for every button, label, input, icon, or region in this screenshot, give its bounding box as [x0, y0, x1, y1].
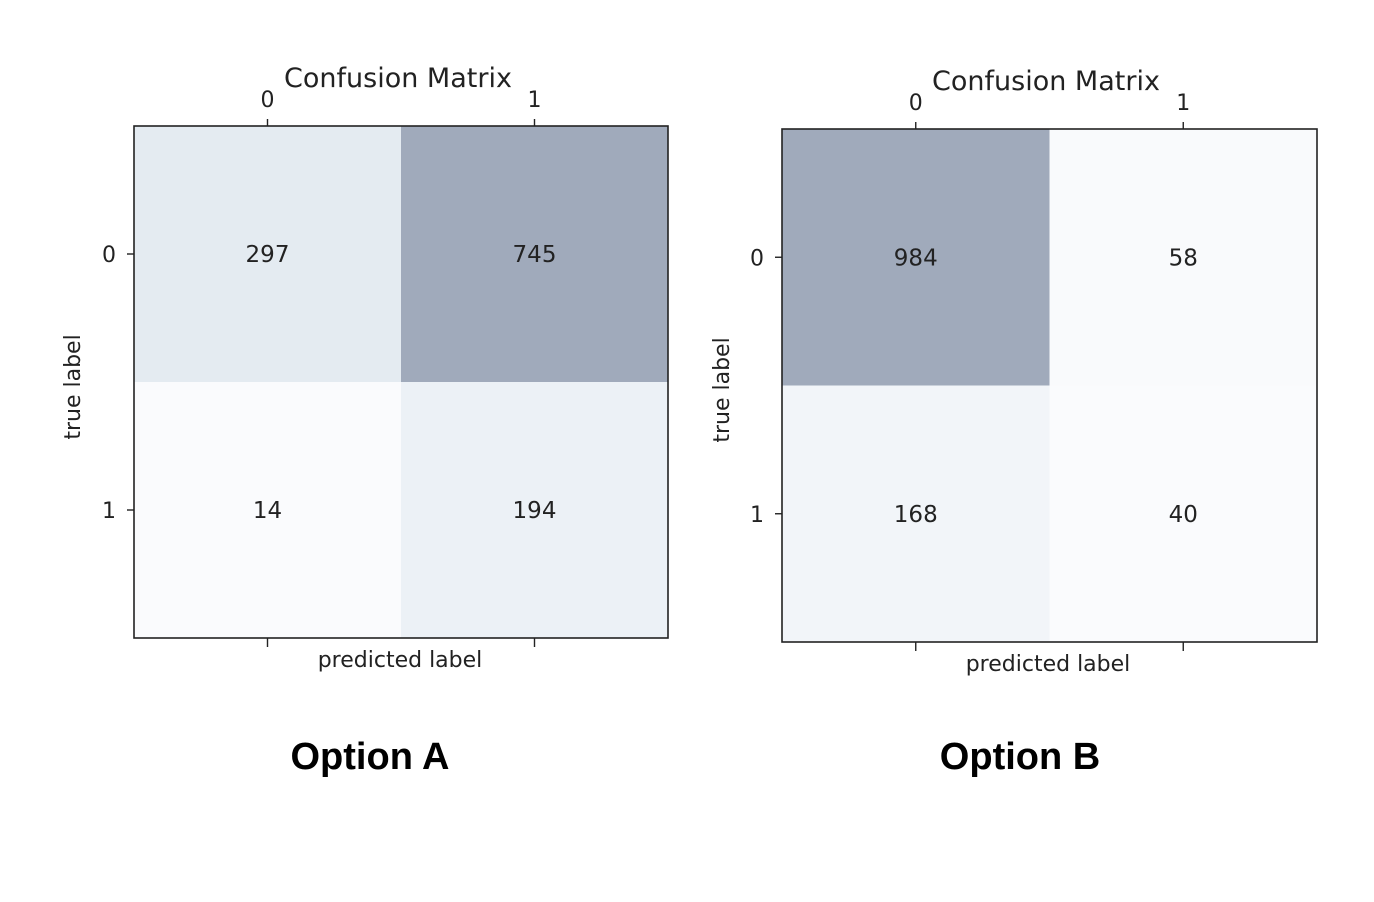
- cell-value-0-0: 297: [246, 242, 290, 268]
- x-axis-label: predicted label: [318, 648, 483, 673]
- cell-0-1: [1049, 129, 1317, 386]
- ticks-group: 0 1 0 1: [750, 91, 1190, 651]
- cell-1-1: [1049, 385, 1317, 642]
- cell-0-0: [134, 126, 401, 382]
- option-b-caption: Option B: [939, 736, 1101, 778]
- cell-value-1-0: 168: [894, 502, 938, 528]
- cell-value-1-1: 194: [513, 498, 557, 524]
- cells-group: 984 58 168 40: [782, 129, 1317, 642]
- x-tick-label-1: 1: [528, 88, 542, 113]
- x-tick-label-0: 0: [909, 91, 923, 116]
- y-tick-label-0: 0: [102, 243, 116, 268]
- plot-frame: [133, 125, 669, 639]
- y-tick-label-1: 1: [750, 503, 764, 528]
- y-tick-label-0: 0: [750, 246, 764, 271]
- cell-1-1: [401, 382, 668, 638]
- cell-value-1-0: 14: [253, 498, 282, 524]
- cell-value-0-1: 58: [1169, 245, 1198, 271]
- chart-title: Confusion Matrix: [932, 66, 1160, 97]
- x-tick-label-0: 0: [261, 88, 275, 113]
- x-axis-label: predicted label: [966, 652, 1131, 677]
- cell-value-0-1: 745: [513, 242, 557, 268]
- option-a-caption: Option A: [290, 736, 450, 778]
- cells-group: 297 745 14 194: [134, 126, 668, 638]
- cell-value-0-0: 984: [894, 245, 938, 271]
- cell-0-1: [401, 126, 668, 382]
- plot-frame: [781, 128, 1318, 643]
- cell-1-0: [134, 382, 401, 638]
- ticks-group: 0 1 0 1: [102, 88, 542, 647]
- y-tick-label-1: 1: [102, 499, 116, 524]
- cell-1-0: [782, 385, 1050, 642]
- confusion-matrix-a: 297 745 14 194 0 1 0 1 Confusion Matrix predic…: [61, 63, 669, 673]
- cell-0-0: [782, 129, 1050, 386]
- y-axis-label: true label: [61, 334, 86, 439]
- chart-title: Confusion Matrix: [284, 63, 512, 94]
- x-tick-label-1: 1: [1176, 91, 1190, 116]
- y-axis-label: true label: [710, 337, 735, 442]
- confusion-matrix-b: 984 58 168 40 0 1 0 1 Confusion Matrix predict…: [710, 66, 1318, 677]
- cell-value-1-1: 40: [1169, 502, 1198, 528]
